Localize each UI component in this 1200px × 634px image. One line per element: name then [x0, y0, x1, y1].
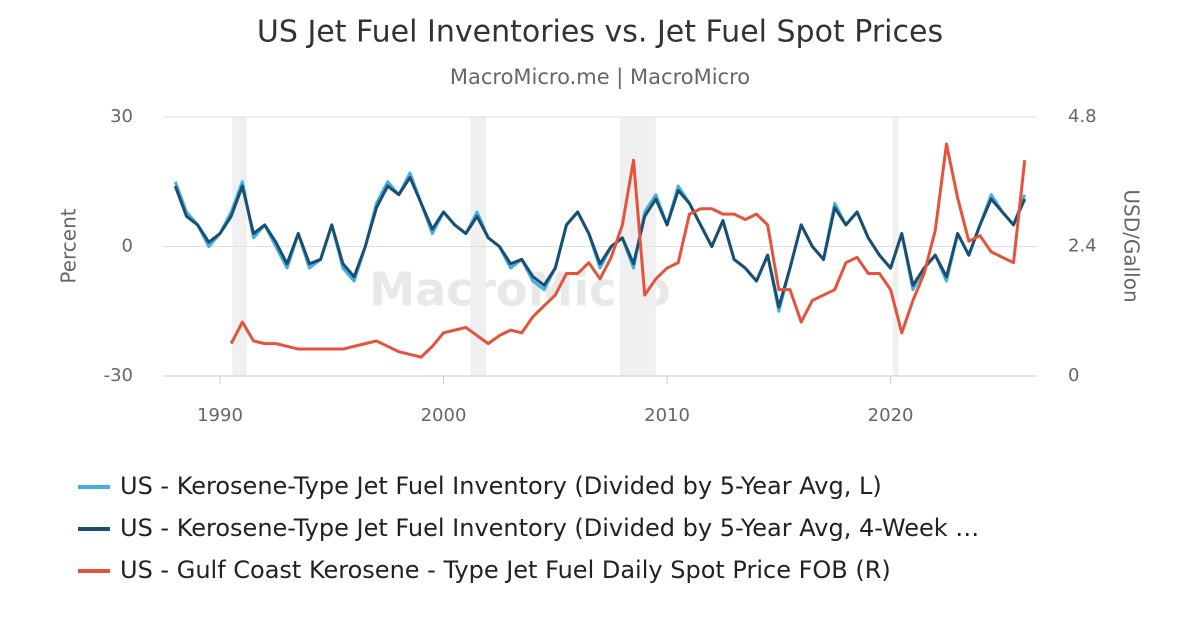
- y-tick-label: 30: [110, 106, 133, 127]
- x-tick-label: 1990: [197, 405, 243, 426]
- y2-tick-label: 2.4: [1068, 236, 1097, 257]
- legend-label: US - Kerosene-Type Jet Fuel Inventory (D…: [120, 514, 979, 542]
- x-tick-label: 2020: [868, 405, 914, 426]
- y-tick-label: -30: [104, 365, 133, 386]
- legend-label: US - Gulf Coast Kerosene - Type Jet Fuel…: [120, 556, 891, 584]
- x-tick-label: 2010: [644, 405, 690, 426]
- y2-tick-label: 4.8: [1068, 106, 1097, 127]
- x-tick-label: 2000: [421, 405, 467, 426]
- y-tick-label: 0: [122, 236, 133, 257]
- y2-tick-label: 0: [1068, 365, 1079, 386]
- series-line: [229, 142, 1027, 359]
- chart-title: US Jet Fuel Inventories vs. Jet Fuel Spo…: [257, 15, 943, 50]
- chart-subtitle: MacroMicro.me | MacroMicro: [450, 65, 750, 90]
- series-line: [173, 175, 1027, 309]
- y-axis-label: Percent: [57, 208, 81, 283]
- legend-label: US - Kerosene-Type Jet Fuel Inventory (D…: [120, 472, 882, 500]
- y2-axis-label: USD/Gallon: [1120, 189, 1144, 302]
